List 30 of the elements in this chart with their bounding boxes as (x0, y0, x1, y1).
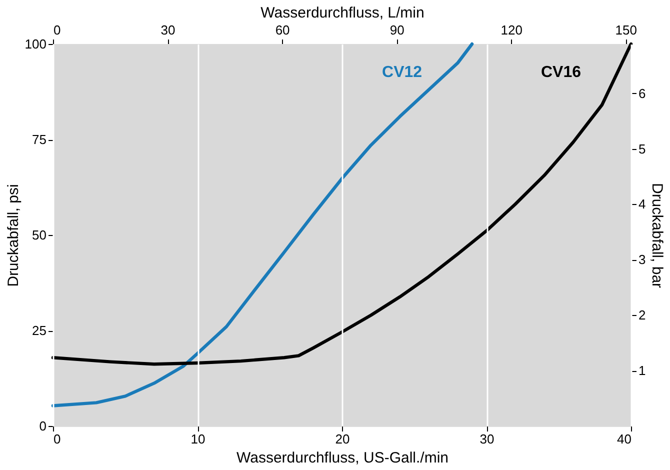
y-tick-label: 0 (39, 418, 46, 434)
x-tick-label: 40 (617, 432, 632, 446)
y2-tick-label: 4 (638, 196, 646, 212)
x2-tick-label: 60 (275, 22, 290, 38)
x2-tick-label: 30 (160, 22, 176, 38)
y2-axis-title: Druckabfall, bar (648, 182, 666, 288)
y2-tick-label: 6 (638, 86, 646, 101)
series-label: CV16 (540, 64, 582, 81)
y-tick-label: 50 (32, 228, 46, 242)
y2-tick-label: 1 (638, 363, 646, 378)
y2-tick-label: 3 (638, 252, 646, 268)
x-tick-label: 0 (54, 432, 61, 446)
y-axis-title: Druckabfall, psi (4, 184, 22, 287)
y-tick-label: 100 (24, 36, 46, 52)
y-tick-label: 25 (32, 323, 46, 338)
x-tick-label: 30 (480, 432, 494, 446)
x-tick-label: 20 (335, 432, 350, 446)
y2-tick-label: 2 (638, 308, 646, 323)
x2-tick-label: 150 (615, 22, 638, 38)
y-tick-label: 75 (32, 132, 46, 147)
x2-tick-label: 90 (390, 22, 404, 38)
x2-tick-label: 120 (500, 22, 522, 38)
line-series (51, 42, 474, 408)
x2-axis-title: Wasserdurchfluss, L/min (260, 4, 424, 22)
x-axis-title: Wasserdurchfluss, US-Gall./min (236, 450, 448, 466)
x2-tick-label: 0 (54, 22, 61, 38)
line-series (51, 42, 633, 366)
series-label: CV12 (382, 64, 422, 81)
x-tick-label: 10 (190, 432, 206, 446)
y2-tick-label: 5 (638, 141, 646, 156)
